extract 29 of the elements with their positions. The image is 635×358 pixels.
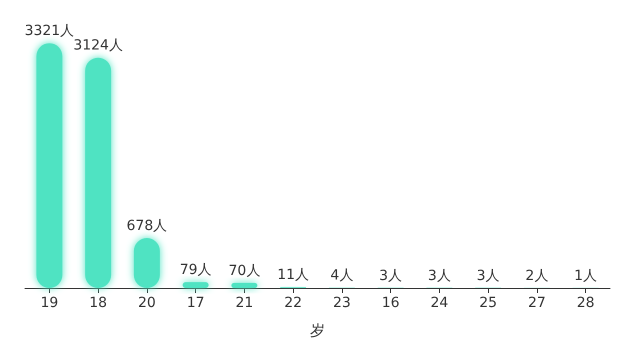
data-label: 70人 xyxy=(228,262,260,279)
data-label: 678人 xyxy=(126,218,168,234)
data-label: 3124人 xyxy=(73,38,123,54)
data-label: 3人 xyxy=(476,268,500,284)
x-tick-label: 18 xyxy=(89,295,108,311)
x-tick-label: 17 xyxy=(186,295,205,311)
data-label: 3人 xyxy=(428,268,451,284)
x-tick-label: 16 xyxy=(382,295,400,311)
x-tick-label: 21 xyxy=(235,295,254,311)
data-label: 11人 xyxy=(277,267,310,284)
x-tick-label: 28 xyxy=(576,295,595,311)
data-label: 2人 xyxy=(525,268,548,284)
bar xyxy=(231,282,258,288)
data-label: 1人 xyxy=(574,268,598,284)
x-axis-title: 岁 xyxy=(310,322,325,340)
data-label: 3人 xyxy=(379,268,402,284)
bar xyxy=(85,58,112,288)
x-tick-label: 25 xyxy=(479,295,498,311)
x-tick-label: 22 xyxy=(284,295,302,311)
x-tick-label: 19 xyxy=(40,295,58,311)
data-label: 79人 xyxy=(180,262,212,278)
data-label: 4人 xyxy=(330,268,354,284)
bar xyxy=(182,282,209,288)
x-tick-label: 23 xyxy=(332,295,351,311)
x-tick-label: 27 xyxy=(528,295,546,311)
bar xyxy=(36,43,62,288)
x-tick-label: 20 xyxy=(138,295,156,311)
data-label: 3321人 xyxy=(24,23,74,40)
x-tick-label: 24 xyxy=(430,295,448,311)
